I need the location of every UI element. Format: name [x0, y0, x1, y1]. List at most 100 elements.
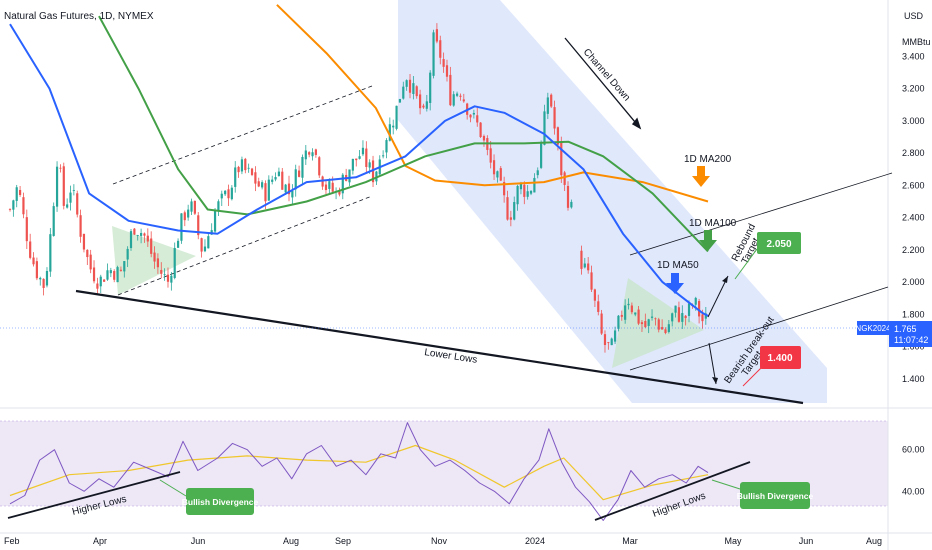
candle-body	[395, 105, 398, 129]
price-tick-label: 1.400	[902, 374, 925, 384]
candle-body	[126, 248, 129, 260]
candle-body	[570, 201, 573, 208]
candle-body	[408, 79, 412, 93]
candle-body	[338, 191, 341, 195]
price-axis: 1.4001.6001.8002.0002.2002.4002.6002.800…	[902, 51, 925, 383]
candle-body	[15, 187, 18, 201]
candle-body	[351, 158, 354, 171]
rsi-axis: 60.00 40.00	[902, 445, 925, 497]
candle-body	[445, 65, 449, 77]
candle-body	[62, 166, 65, 206]
bullish-divergence-label-right: Bullish Divergence	[737, 491, 814, 501]
candle-body	[687, 303, 691, 316]
rsi-ma-line	[9, 444, 709, 501]
candle-body	[331, 182, 334, 192]
candle-body	[29, 241, 32, 258]
candle-body	[637, 309, 640, 324]
candle-body	[156, 258, 160, 268]
candle-body	[674, 305, 677, 313]
candle-body	[22, 197, 25, 215]
candle-body	[176, 240, 180, 248]
candle-body	[143, 233, 146, 236]
candle-body	[237, 166, 240, 173]
candle-body	[281, 171, 284, 190]
candle-body	[519, 183, 523, 190]
candle-body	[590, 272, 593, 290]
ma200-line	[276, 4, 709, 203]
candle-body	[492, 160, 496, 175]
candle-body	[35, 261, 38, 279]
candle-body	[358, 156, 361, 159]
price-tick-label: 2.800	[902, 148, 925, 158]
candle-body	[52, 206, 55, 236]
candle-body	[529, 190, 533, 194]
time-tick-label: Aug	[283, 536, 299, 546]
candle-body	[536, 170, 539, 176]
candle-body	[402, 86, 405, 99]
candle-body	[49, 234, 52, 272]
candle-body	[479, 122, 482, 138]
candle-body	[657, 319, 660, 330]
last-price-marker: NGK2024 1.765 11:07:42	[855, 321, 932, 347]
candle-body	[116, 267, 119, 283]
candle-body	[469, 114, 472, 118]
candle-body	[230, 187, 233, 200]
candle-body	[297, 170, 301, 177]
candle-body	[207, 236, 210, 249]
projection-line-upper	[629, 172, 893, 256]
candle-body	[180, 213, 183, 241]
time-tick-label: May	[724, 536, 742, 546]
candle-body	[617, 315, 620, 329]
ma100-arrow-icon	[699, 230, 717, 251]
candle-body	[361, 147, 365, 155]
candle-body	[267, 179, 270, 201]
rsi-line	[9, 422, 709, 521]
candle-body	[654, 318, 657, 320]
candle-body	[341, 174, 344, 194]
candle-body	[190, 201, 193, 212]
candle-body	[304, 150, 307, 160]
candle-body	[452, 94, 455, 106]
candle-body	[92, 267, 96, 282]
candle-body	[694, 297, 697, 305]
candle-body	[418, 94, 422, 109]
channel-arrow-head	[631, 117, 642, 130]
candle-body	[472, 112, 475, 115]
candle-body	[392, 125, 395, 128]
candle-body	[123, 261, 126, 272]
bullish-divergence-box-left	[186, 488, 254, 515]
candle-body	[556, 127, 560, 145]
ma100-line	[98, 15, 709, 253]
candle-body	[365, 148, 368, 167]
candle-body	[701, 314, 704, 322]
projection-line-lower	[629, 286, 889, 371]
symbol-tag: NGK2024	[855, 324, 891, 333]
candle-body	[183, 212, 186, 221]
ma200-label: 1D MA200	[684, 154, 732, 165]
candle-body	[388, 124, 391, 141]
candle-body	[503, 182, 506, 196]
chart-title: Natural Gas Futures, 1D, NYMEX	[4, 11, 154, 22]
candle-body	[526, 191, 529, 197]
candle-body	[133, 228, 136, 235]
candle-body	[563, 172, 566, 185]
candle-body	[213, 210, 217, 232]
candle-body	[429, 72, 432, 103]
time-tick-label: Nov	[431, 536, 448, 546]
candle-body	[287, 183, 291, 195]
candle-body	[173, 247, 176, 278]
candle-body	[513, 202, 516, 220]
last-price-value: 1.765	[894, 324, 917, 334]
candle-body	[620, 314, 623, 317]
time-tick-label: Jun	[191, 536, 206, 546]
candle-body	[540, 142, 543, 168]
candle-body	[277, 171, 281, 176]
candle-body	[496, 171, 499, 178]
time-tick-label: Apr	[93, 536, 107, 546]
candle-body	[644, 320, 647, 328]
candle-body	[550, 94, 553, 107]
candle-body	[647, 319, 650, 326]
candle-body	[240, 159, 244, 172]
candle-body	[261, 182, 264, 188]
candle-body	[667, 324, 670, 333]
